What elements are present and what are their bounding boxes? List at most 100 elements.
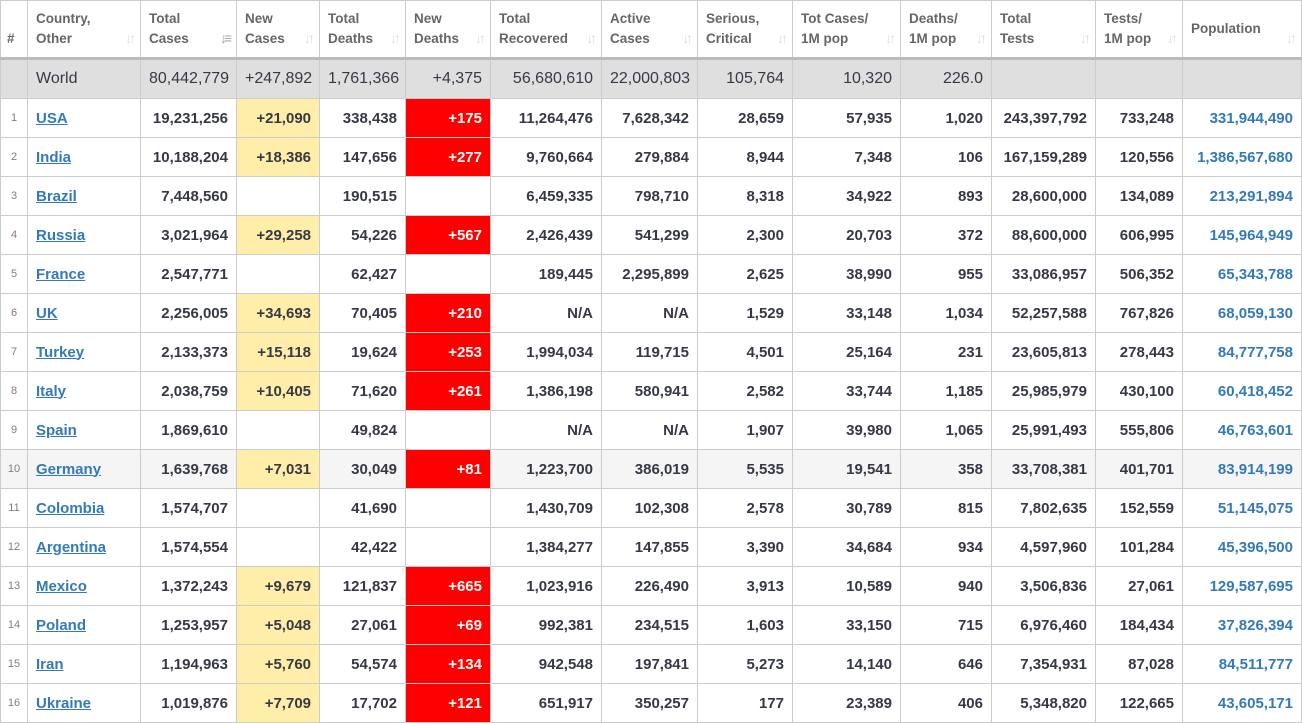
sort-icon[interactable]: ↓↑ [1080,30,1091,46]
sort-icon[interactable]: ↓↑ [777,30,788,46]
cell-new-cases: +7,031 [236,449,320,489]
table-row: 14 Poland 1,253,957 +5,048 27,061 +69 992,381 2… [0,605,1302,645]
cell-tests-per-1m: 278,443 [1095,332,1183,372]
country-link[interactable]: Mexico [36,577,87,595]
country-link[interactable]: Turkey [36,343,85,361]
cell-active-cases: 102,308 [601,488,698,528]
cell-active-cases: 2,295,899 [601,254,698,294]
table-row: 7 Turkey 2,133,373 +15,118 19,624 +253 1,994,0… [0,332,1302,372]
header-label-line1: New [414,11,442,26]
country-link[interactable]: Ukraine [36,694,92,712]
header-tests-per-1m[interactable]: Tests/1M pop ↓↑ [1095,0,1183,60]
cell-cases-per-1m: 34,684 [792,527,901,567]
cell-rank: 4 [0,215,28,255]
cell-population[interactable]: 45,396,500 [1182,527,1302,567]
header-label-line2: 1M pop [801,31,849,46]
cell-population[interactable]: 60,418,452 [1182,371,1302,411]
cell-population[interactable]: 84,777,758 [1182,332,1302,372]
header-cases-per-1m[interactable]: Tot Cases/1M pop ↓↑ [792,0,901,60]
cell-total-cases: 7,448,560 [140,176,237,216]
cell-population[interactable]: 1,386,567,680 [1182,137,1302,177]
header-label-line2: # [7,31,15,46]
cell-deaths-per-1m: 815 [900,488,992,528]
cell-population[interactable]: 331,944,490 [1182,98,1302,138]
header-total-recovered[interactable]: Total Recovered ↓↑ [490,0,602,60]
header-population[interactable]: Population ↓↑ [1182,0,1302,60]
country-link[interactable]: Spain [36,421,77,439]
cell-serious-critical: 2,300 [697,215,793,255]
cell-serious-critical: 28,659 [697,98,793,138]
table-row: 2 India 10,188,204 +18,386 147,656 +277 9,760,… [0,137,1302,177]
cell-tests-per-1m: 87,028 [1095,644,1183,684]
cell-new-deaths: +134 [405,644,491,684]
cell-active-cases: 197,841 [601,644,698,684]
cell-serious-critical: 105,764 [697,58,793,99]
country-link[interactable]: Colombia [36,499,105,517]
table-row: 6 UK 2,256,005 +34,693 70,405 +210 N/A N/A 1,529… [0,293,1302,333]
header-total-deaths[interactable]: Total Deaths ↓↑ [319,0,406,60]
table-row: 16 Ukraine 1,019,876 +7,709 17,702 +121 651,91… [0,683,1302,723]
cell-population[interactable]: 84,511,777 [1182,644,1302,684]
sort-icon[interactable]: ↓↑ [125,30,136,46]
cell-active-cases: 119,715 [601,332,698,372]
cell-deaths-per-1m: 1,185 [900,371,992,411]
cell-population[interactable]: 37,826,394 [1182,605,1302,645]
country-link[interactable]: Poland [36,616,87,634]
cell-population[interactable]: 83,914,199 [1182,449,1302,489]
cell-population[interactable]: 43,605,171 [1182,683,1302,723]
table-row: 15 Iran 1,194,963 +5,760 54,574 +134 942,548 19… [0,644,1302,684]
cell-new-cases: +10,405 [236,371,320,411]
header-country[interactable]: Country, Other ↓↑ [27,0,141,60]
sort-icon[interactable]: ↓↑ [586,30,597,46]
country-link[interactable]: Brazil [36,187,77,205]
sort-icon[interactable]: ↓↑ [682,30,693,46]
sort-icon[interactable]: ↓↑ [390,30,401,46]
cell-serious-critical: 5,535 [697,449,793,489]
country-link[interactable]: USA [36,109,68,127]
header-label-line2: Tests [1000,31,1035,46]
sort-icon[interactable]: ↓↑ [885,30,896,46]
country-link[interactable]: Iran [36,655,64,673]
cell-population[interactable]: 129,587,695 [1182,566,1302,606]
sort-icon[interactable]: ↓↑ [304,30,315,46]
cell-population[interactable]: 68,059,130 [1182,293,1302,333]
cell-new-cases: +29,258 [236,215,320,255]
cell-total-cases: 19,231,256 [140,98,237,138]
country-link[interactable]: UK [36,304,58,322]
cell-cases-per-1m: 10,589 [792,566,901,606]
cell-country: World [27,58,141,99]
country-link[interactable]: France [36,265,86,283]
header-serious-critical[interactable]: Serious, Critical ↓↑ [697,0,793,60]
header-total-tests[interactable]: Total Tests ↓↑ [991,0,1096,60]
country-link[interactable]: Argentina [36,538,107,556]
country-link[interactable]: India [36,148,72,166]
header-label-line2: Recovered [499,31,569,46]
country-link[interactable]: Russia [36,226,86,244]
header-total-cases[interactable]: Total Cases ↓≡ [140,0,237,60]
sort-icon[interactable]: ↓↑ [475,30,486,46]
header-active-cases[interactable]: Active Cases ↓↑ [601,0,698,60]
sort-desc-icon[interactable]: ↓≡ [219,30,232,46]
cell-deaths-per-1m: 646 [900,644,992,684]
header-new-deaths[interactable]: New Deaths ↓↑ [405,0,491,60]
header-deaths-per-1m[interactable]: Deaths/1M pop ↓↑ [900,0,992,60]
cell-total-tests: 7,354,931 [991,644,1096,684]
country-link[interactable]: Italy [36,382,67,400]
cell-population[interactable]: 213,291,894 [1182,176,1302,216]
cell-population[interactable]: 65,343,788 [1182,254,1302,294]
header-new-cases[interactable]: New Cases ↓↑ [236,0,320,60]
cell-active-cases: 580,941 [601,371,698,411]
cell-population[interactable]: 145,964,949 [1182,215,1302,255]
sort-icon[interactable]: ↓↑ [1286,30,1297,46]
cell-new-cases [236,488,320,528]
sort-icon[interactable]: ↓↑ [1167,30,1178,46]
cell-total-deaths: 41,690 [319,488,406,528]
cell-population[interactable]: 51,145,075 [1182,488,1302,528]
country-link[interactable]: Germany [36,460,102,478]
cell-total-deaths: 338,438 [319,98,406,138]
cell-population[interactable]: 46,763,601 [1182,410,1302,450]
cell-total-recovered: 1,384,277 [490,527,602,567]
table-row: 1 USA 19,231,256 +21,090 338,438 +175 11,264,4… [0,98,1302,138]
sort-icon[interactable]: ↓↑ [976,30,987,46]
